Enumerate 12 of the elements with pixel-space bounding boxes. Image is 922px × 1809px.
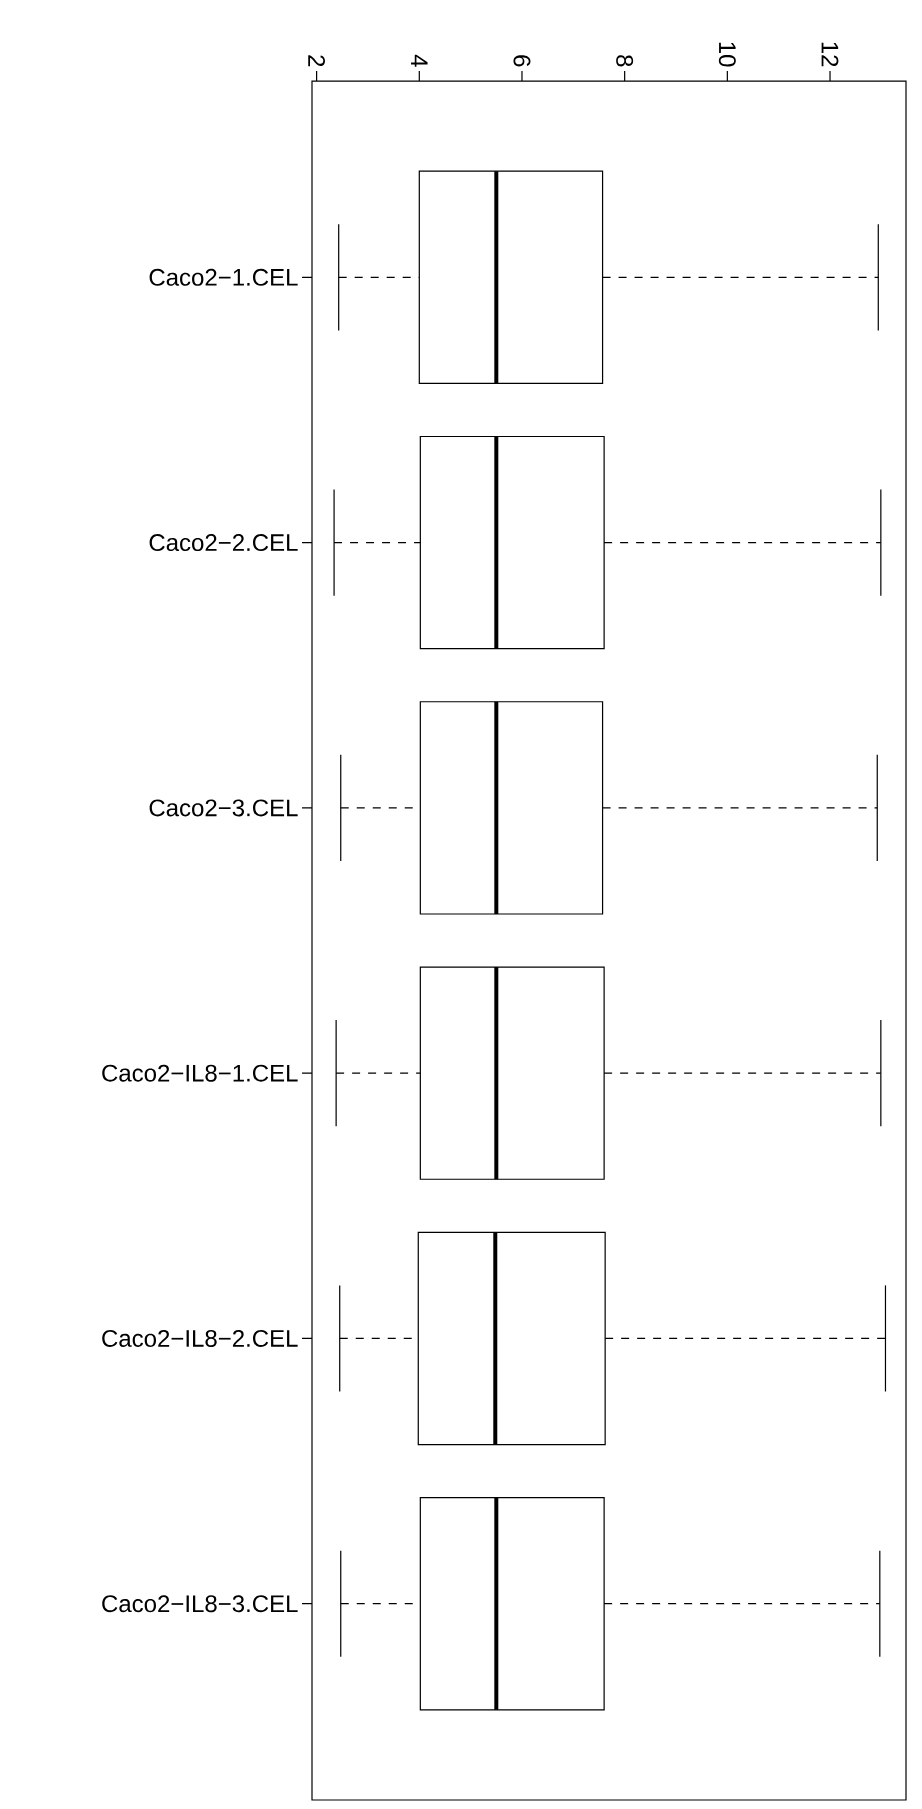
y-tick-label: Caco2−IL8−2.CEL bbox=[102, 1329, 298, 1347]
x-tick-label: 8 bbox=[616, 55, 634, 67]
x-tick-label: 4 bbox=[411, 54, 428, 67]
y-tick-label: Caco2−3.CEL bbox=[149, 799, 298, 817]
x-tick-label: 2 bbox=[308, 55, 325, 67]
y-tick-label: Caco2−2.CEL bbox=[149, 534, 298, 552]
y-tick-label: Caco2−1.CEL bbox=[149, 268, 298, 286]
x-tick-label: 10 bbox=[718, 42, 736, 67]
y-tick-label: Caco2−IL8−1.CEL bbox=[102, 1064, 298, 1082]
x-tick-label: 6 bbox=[513, 55, 531, 67]
x-tick-label: 12 bbox=[821, 42, 839, 67]
y-tick-label: Caco2−IL8−3.CEL bbox=[102, 1595, 298, 1613]
